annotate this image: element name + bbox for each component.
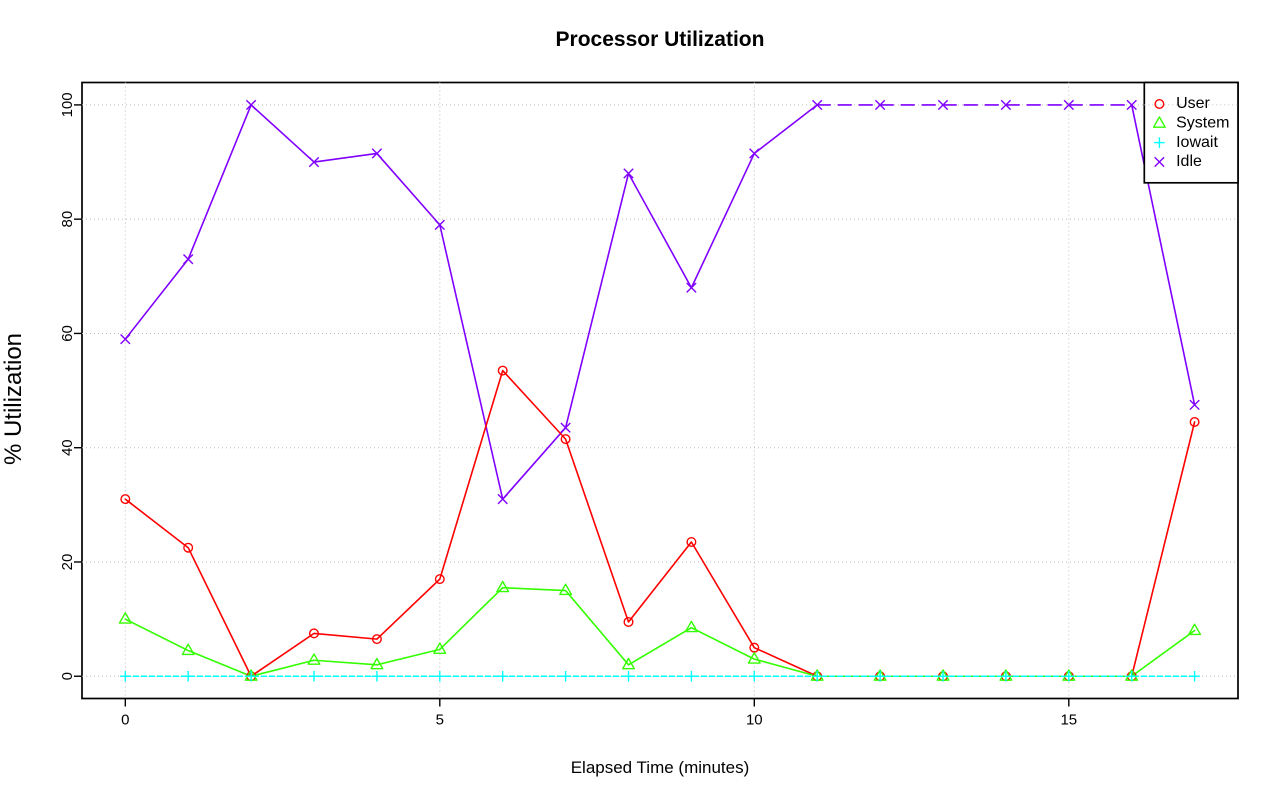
svg-text:0: 0: [59, 672, 76, 680]
svg-text:40: 40: [59, 439, 76, 456]
svg-text:80: 80: [59, 211, 76, 228]
svg-text:100: 100: [59, 92, 76, 117]
svg-text:10: 10: [746, 712, 763, 729]
svg-text:Idle: Idle: [1176, 153, 1202, 170]
svg-text:Iowait: Iowait: [1176, 134, 1218, 151]
svg-text:5: 5: [436, 712, 444, 729]
svg-text:0: 0: [121, 712, 129, 729]
svg-text:15: 15: [1060, 712, 1077, 729]
svg-text:System: System: [1176, 115, 1229, 132]
svg-text:60: 60: [59, 325, 76, 342]
svg-text:20: 20: [59, 554, 76, 571]
svg-text:User: User: [1176, 95, 1210, 112]
